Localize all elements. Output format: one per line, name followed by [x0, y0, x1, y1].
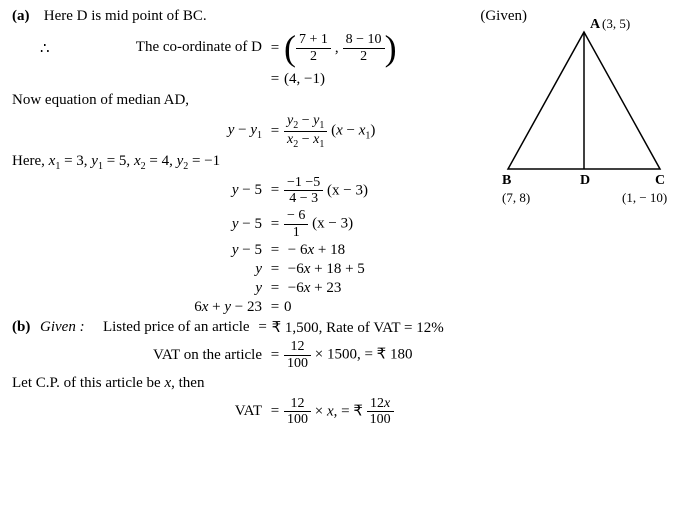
- eq5-l: y: [12, 280, 266, 297]
- vertex-c-coord: (1, − 10): [622, 190, 667, 205]
- eq3-l: y − 5: [12, 242, 266, 259]
- listed-price-value: ₹ 1,500, Rate of VAT = 12%: [272, 318, 667, 337]
- line-mid-point: Here D is mid point of BC.: [44, 8, 207, 24]
- vat2-calc: 12100 × x, = ₹ 12x100: [284, 396, 667, 428]
- eq2-l: y − 5: [12, 216, 266, 233]
- vat2-label: VAT: [12, 403, 266, 420]
- given-word: Given :: [40, 319, 85, 335]
- triangle-svg: A (3, 5) B C D (7, 8) (1, − 10): [502, 14, 667, 209]
- vat-label: VAT on the article: [12, 347, 266, 364]
- eq3-r: − 6x + 18: [284, 242, 667, 259]
- eq6-r: 0: [284, 299, 667, 316]
- vertex-d: D: [580, 173, 590, 188]
- d-midpoint-expr: 7 + 12 , 8 − 102: [284, 27, 397, 69]
- vertex-a: A: [590, 17, 601, 32]
- equals: =: [266, 40, 284, 57]
- vertex-b: B: [502, 173, 511, 188]
- eq6-l: 6x + y − 23: [12, 299, 266, 316]
- eq4-r: −6x + 18 + 5: [284, 261, 667, 278]
- vertex-c: C: [655, 173, 665, 188]
- listed-price-label: Listed price of an article: [85, 319, 254, 336]
- part-a-label: (a): [12, 8, 40, 25]
- eq1-l: y − 5: [12, 182, 266, 199]
- part-b-label: (b): [12, 319, 40, 336]
- slope-lhs: y − y1: [12, 122, 266, 141]
- therefore: ∴: [40, 39, 50, 58]
- cp-line: Let C.P. of this article be x, then: [12, 375, 667, 392]
- eq5-r: −6x + 23: [284, 280, 667, 297]
- triangle-diagram: A (3, 5) B C D (7, 8) (1, − 10): [502, 14, 667, 214]
- vertex-a-coord: (3, 5): [602, 16, 630, 31]
- part-b: (b) Given : Listed price of an article =…: [12, 318, 667, 428]
- eq4-l: y: [12, 261, 266, 278]
- vertex-b-coord: (7, 8): [502, 190, 530, 205]
- coord-d-text: The co-ordinate of D: [136, 39, 262, 55]
- vat-calc: 12100 × 1500, = ₹ 180: [284, 339, 667, 371]
